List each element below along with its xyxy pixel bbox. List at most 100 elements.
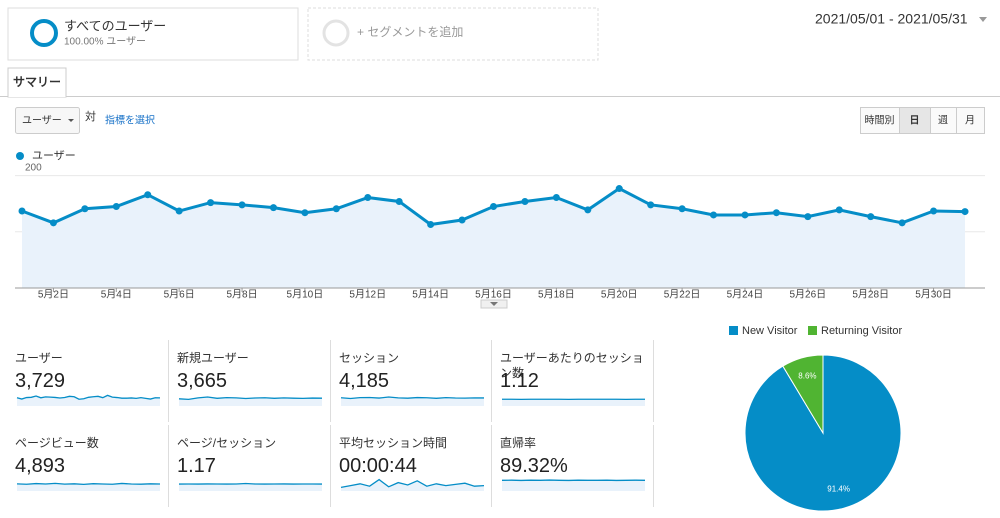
y-tick-label: 200 <box>25 162 42 173</box>
point <box>175 207 183 215</box>
legend-label: ユーザー <box>32 149 76 162</box>
segment-detail: 100.00% ユーザー <box>64 36 146 48</box>
point <box>112 203 120 211</box>
metric-value: 4,185 <box>339 370 390 392</box>
sparkline-area <box>179 483 322 491</box>
slice-label: 8.6% <box>798 372 816 381</box>
sparkline-area <box>341 479 484 491</box>
sparkline-area <box>17 395 160 406</box>
granularity-button[interactable] <box>956 107 985 134</box>
legend-label: Returning Visitor <box>821 325 902 337</box>
x-tick-label: 5月4日 <box>101 289 132 301</box>
x-tick-label: 5月24日 <box>727 289 764 301</box>
metric-select-label: ユーザー <box>22 115 62 127</box>
legend-label: New Visitor <box>742 325 798 337</box>
point <box>898 219 906 227</box>
legend-marker <box>16 152 24 160</box>
x-tick-label: 5月22日 <box>664 289 701 301</box>
sparkline-area <box>502 399 645 406</box>
point <box>867 213 875 221</box>
x-tick-label: 5月12日 <box>349 289 386 301</box>
x-tick-label: 5月8日 <box>226 289 257 301</box>
metric-value: 1.17 <box>177 455 216 477</box>
caret <box>490 302 498 306</box>
point <box>238 201 246 209</box>
x-tick-label: 5月28日 <box>852 289 889 301</box>
date-range[interactable]: 2021/05/01 - 2021/05/31 <box>815 11 968 27</box>
point <box>961 208 969 216</box>
line-chart: 1002005月2日5月4日5月6日5月8日5月10日5月12日5月14日5月1… <box>15 162 985 301</box>
point <box>301 209 309 217</box>
metric-label: ページビュー数 <box>15 436 99 450</box>
point <box>458 216 466 224</box>
add-segment[interactable] <box>307 7 599 61</box>
metric-label: 直帰率 <box>500 436 537 450</box>
pie-slice[interactable] <box>782 354 824 435</box>
granularity-label: 日 <box>910 115 920 127</box>
metric-label: ページ/セッション <box>177 436 277 450</box>
caret <box>979 17 987 22</box>
sparkline <box>178 482 323 485</box>
metric-select[interactable] <box>15 107 80 134</box>
point <box>427 221 435 229</box>
sparkline-area <box>502 480 645 491</box>
caret <box>68 119 74 122</box>
point <box>678 205 686 213</box>
point <box>521 197 529 205</box>
granularity-button[interactable] <box>860 107 900 134</box>
point <box>364 194 372 202</box>
x-tick-label: 5月30日 <box>915 289 952 301</box>
granularity-label: 時間別 <box>865 115 895 127</box>
x-tick-label: 5月16日 <box>475 289 512 301</box>
point <box>647 201 655 209</box>
granularity-button[interactable] <box>899 107 931 134</box>
segment-card[interactable] <box>7 7 299 61</box>
sparkline <box>16 394 161 400</box>
point <box>49 219 57 227</box>
point <box>81 205 89 213</box>
versus: 対 <box>85 110 96 123</box>
x-tick-label: 5月20日 <box>601 289 638 301</box>
sparkline <box>340 396 485 400</box>
granularity-label: 月 <box>965 115 975 127</box>
legend-swatch <box>729 326 738 335</box>
metric-label: セッション <box>339 351 400 365</box>
x-tick-label: 5月14日 <box>412 289 449 301</box>
point <box>207 199 215 207</box>
metric-value: 89.32% <box>500 455 568 477</box>
x-tick-label: 5月10日 <box>287 289 324 301</box>
x-tick-label: 5月18日 <box>538 289 575 301</box>
segment-icon <box>322 19 350 47</box>
pie-chart: 91.4% 8.6% New Visitor Returning Visitor <box>729 325 902 512</box>
point <box>615 185 623 193</box>
metric-value: 4,893 <box>15 455 66 477</box>
sparkline-area <box>341 397 484 406</box>
metric-sparklines <box>16 340 654 507</box>
granularity-button[interactable] <box>930 107 957 134</box>
metric-label: 新規ユーザー <box>177 351 249 365</box>
segment-icon <box>30 19 58 47</box>
sparkline-area <box>179 397 322 406</box>
choose-metric[interactable]: 指標を選択 <box>105 114 155 127</box>
point <box>930 207 938 215</box>
metric-label: 平均セッション時間 <box>339 436 448 450</box>
area <box>22 188 965 288</box>
sparkline <box>340 478 485 489</box>
point <box>269 204 277 212</box>
point <box>552 194 560 202</box>
legend-swatch <box>808 326 817 335</box>
slice-label: 91.4% <box>827 484 850 493</box>
x-tick-label: 5月2日 <box>38 289 69 301</box>
point <box>332 205 340 213</box>
point <box>584 206 592 214</box>
x-tick-label: 5月26日 <box>789 289 826 301</box>
tab-label: サマリー <box>13 75 61 89</box>
metric-value: 1.12 <box>500 370 539 392</box>
sparkline <box>178 396 323 401</box>
point <box>144 191 152 199</box>
point <box>741 211 749 219</box>
granularity-group: 時間別 日 週 月 <box>860 107 985 134</box>
metric-label: ユーザー <box>15 351 63 365</box>
metric-value: 3,729 <box>15 370 66 392</box>
